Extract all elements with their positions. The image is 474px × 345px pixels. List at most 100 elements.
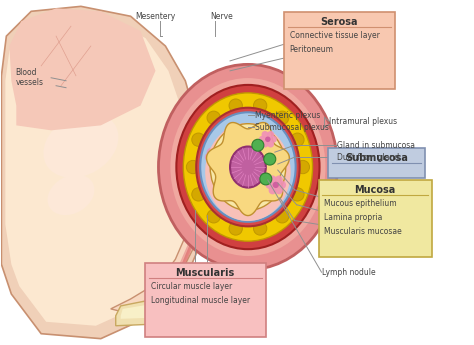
Ellipse shape [236,117,248,129]
Text: Duct from gland: Duct from gland [337,152,400,161]
Circle shape [267,141,274,148]
Ellipse shape [258,143,270,154]
Polygon shape [1,6,210,339]
Ellipse shape [254,99,267,112]
Circle shape [212,146,220,155]
Ellipse shape [274,137,287,149]
Polygon shape [116,289,220,326]
Circle shape [212,189,223,200]
Ellipse shape [296,160,310,174]
Circle shape [267,131,274,138]
Ellipse shape [275,210,289,223]
Circle shape [262,141,268,148]
Text: Mesentery: Mesentery [136,12,175,21]
Ellipse shape [44,113,118,178]
Ellipse shape [192,188,205,201]
Polygon shape [207,122,289,216]
Ellipse shape [158,65,337,270]
Text: Lamina propria: Lamina propria [325,213,383,222]
Ellipse shape [242,187,254,199]
Circle shape [230,140,238,148]
Ellipse shape [281,161,293,173]
Ellipse shape [205,174,217,186]
Text: Myenteric plexus: Myenteric plexus [255,111,320,120]
Ellipse shape [242,136,254,147]
Circle shape [207,158,216,167]
Ellipse shape [200,112,296,222]
Text: Circular muscle layer: Circular muscle layer [151,282,232,291]
Ellipse shape [210,124,286,210]
Polygon shape [5,14,196,326]
Circle shape [219,152,228,161]
Circle shape [221,131,229,139]
Circle shape [262,131,268,138]
FancyBboxPatch shape [145,263,266,337]
Ellipse shape [196,108,300,226]
Polygon shape [135,205,206,308]
Text: Mucous epithelium: Mucous epithelium [325,199,397,208]
Ellipse shape [229,99,242,112]
Circle shape [212,160,220,168]
Circle shape [226,141,234,149]
Ellipse shape [186,160,200,174]
Circle shape [222,191,230,199]
Ellipse shape [58,28,124,85]
Ellipse shape [183,93,312,241]
Ellipse shape [47,175,94,215]
Circle shape [221,140,229,148]
Circle shape [215,184,226,194]
Circle shape [269,176,276,184]
Ellipse shape [207,111,220,125]
Circle shape [240,144,246,150]
Ellipse shape [170,78,326,256]
FancyBboxPatch shape [328,148,425,178]
Text: Serosa: Serosa [320,17,358,27]
Circle shape [207,148,216,157]
FancyBboxPatch shape [319,180,432,257]
Circle shape [217,148,226,157]
Circle shape [260,173,272,185]
Circle shape [278,181,286,189]
Ellipse shape [258,180,270,191]
Polygon shape [9,8,155,130]
Circle shape [227,184,237,194]
Circle shape [265,181,273,189]
Circle shape [259,136,266,143]
Circle shape [275,176,283,184]
Text: Gland in submucosa: Gland in submucosa [337,141,415,150]
Circle shape [269,186,276,194]
Ellipse shape [205,148,217,161]
Text: Submucosal plexus: Submucosal plexus [255,123,329,132]
Circle shape [230,131,238,139]
Polygon shape [127,205,205,316]
Polygon shape [111,175,210,314]
Text: Lymph nodule: Lymph nodule [321,268,375,277]
Circle shape [227,195,237,206]
Text: Longitudinal muscle layer: Longitudinal muscle layer [151,296,250,305]
Circle shape [263,142,269,148]
Circle shape [205,152,214,161]
Circle shape [221,198,231,208]
Ellipse shape [275,111,289,125]
Circle shape [252,139,264,151]
Ellipse shape [291,133,304,146]
Ellipse shape [274,185,287,197]
Circle shape [226,129,234,137]
Circle shape [213,154,219,160]
Ellipse shape [254,222,267,235]
Ellipse shape [291,188,304,201]
Ellipse shape [205,123,291,221]
Ellipse shape [207,210,220,223]
Circle shape [264,153,276,165]
Text: Blood
vessels: Blood vessels [15,68,43,88]
FancyBboxPatch shape [284,12,395,89]
Polygon shape [141,205,207,302]
Circle shape [220,135,228,143]
Ellipse shape [229,222,242,235]
Circle shape [230,184,236,190]
Ellipse shape [226,180,237,191]
Circle shape [273,182,279,188]
Text: Peritoneum: Peritoneum [290,45,334,54]
Ellipse shape [219,161,231,173]
Ellipse shape [265,161,276,173]
